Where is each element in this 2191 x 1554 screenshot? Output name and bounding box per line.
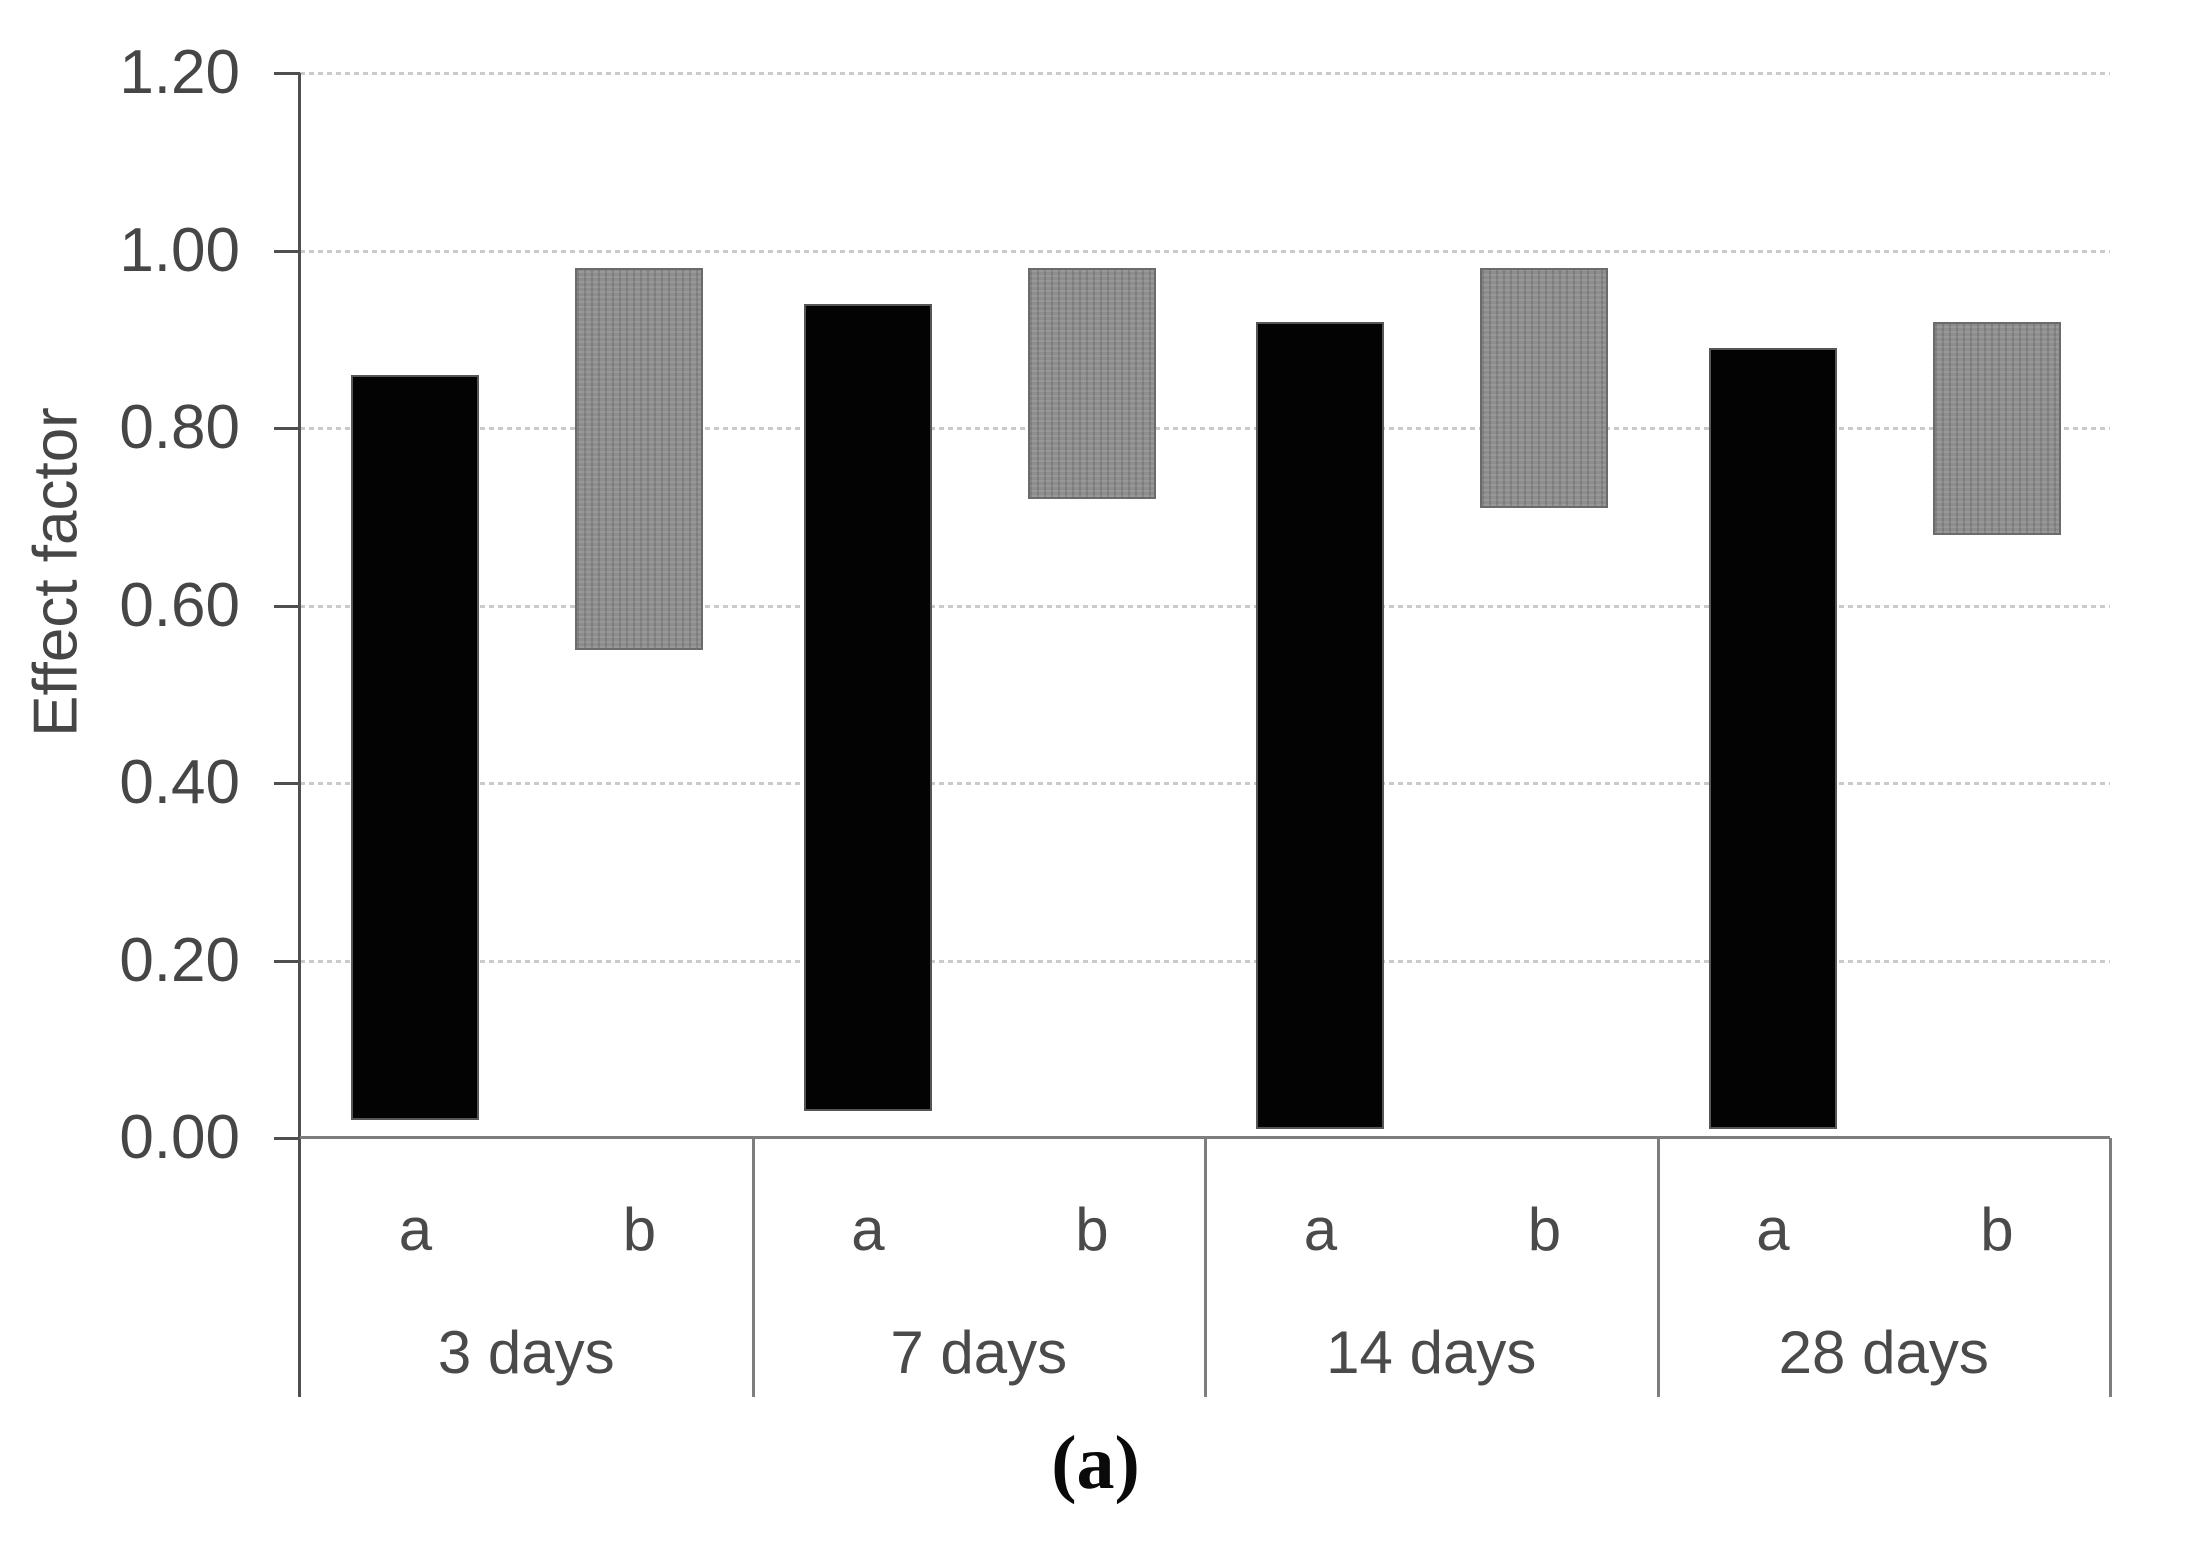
bar-b-3-days <box>575 268 704 650</box>
x-axis-line <box>300 1136 2110 1139</box>
y-axis-line <box>298 73 301 1397</box>
sub-category-label-b-4: b <box>1980 1196 2014 1263</box>
y-tick-1.20 <box>274 72 300 75</box>
sub-category-label-b-1: b <box>622 1196 657 1263</box>
y-tick-label-0.80: 0.80 <box>119 393 240 462</box>
bar-a-7-days <box>803 303 932 1112</box>
y-tick-label-0.60: 0.60 <box>119 570 240 640</box>
sub-category-label-a-1: a <box>398 1196 433 1263</box>
y-tick-0.00 <box>274 1137 300 1140</box>
bar-a-3-days <box>351 374 480 1121</box>
y-tick-0.40 <box>274 782 300 785</box>
bar-b-7-days <box>1027 268 1156 499</box>
sub-category-label-b-2: b <box>1075 1196 1109 1263</box>
category-label-7-days: 7 days <box>890 1319 1068 1386</box>
gridline-0.80 <box>300 427 2110 430</box>
y-tick-label-0.00: 0.00 <box>119 1103 240 1172</box>
figure-caption: (a) <box>1051 1421 1140 1505</box>
y-tick-label-0.20: 0.20 <box>119 925 240 995</box>
category-label-14-days: 14 days <box>1326 1319 1537 1386</box>
y-tick-0.80 <box>274 427 300 430</box>
y-tick-label-1.20: 1.20 <box>119 38 240 107</box>
bar-b-14-days <box>1480 268 1609 508</box>
category-divider-3 <box>1656 1138 1660 1397</box>
category-label-3-days: 3 days <box>437 1319 615 1386</box>
sub-category-label-b-3: b <box>1527 1196 1562 1263</box>
gridline-1.00 <box>300 249 2110 253</box>
gridline-0.20 <box>300 959 2110 963</box>
y-tick-0.60 <box>274 604 300 608</box>
bar-a-14-days <box>1256 321 1385 1130</box>
y-tick-1.00 <box>274 249 300 253</box>
category-divider-4 <box>2109 1138 2112 1397</box>
bar-b-28-days <box>1932 321 2061 535</box>
category-divider-1 <box>751 1138 755 1397</box>
gridline-1.20 <box>300 72 2110 75</box>
y-tick-label-0.40: 0.40 <box>119 748 240 817</box>
bar-a-28-days <box>1708 348 1837 1130</box>
y-tick-0.20 <box>274 959 300 963</box>
gridline-0.40 <box>300 782 2110 785</box>
sub-category-label-a-4: a <box>1756 1196 1790 1263</box>
category-divider-2 <box>1204 1138 1207 1397</box>
y-tick-label-1.00: 1.00 <box>119 215 240 285</box>
sub-category-label-a-3: a <box>1303 1196 1338 1263</box>
gridline-0.60 <box>300 604 2110 608</box>
sub-category-label-a-2: a <box>851 1196 885 1263</box>
category-label-28-days: 28 days <box>1778 1319 1989 1386</box>
